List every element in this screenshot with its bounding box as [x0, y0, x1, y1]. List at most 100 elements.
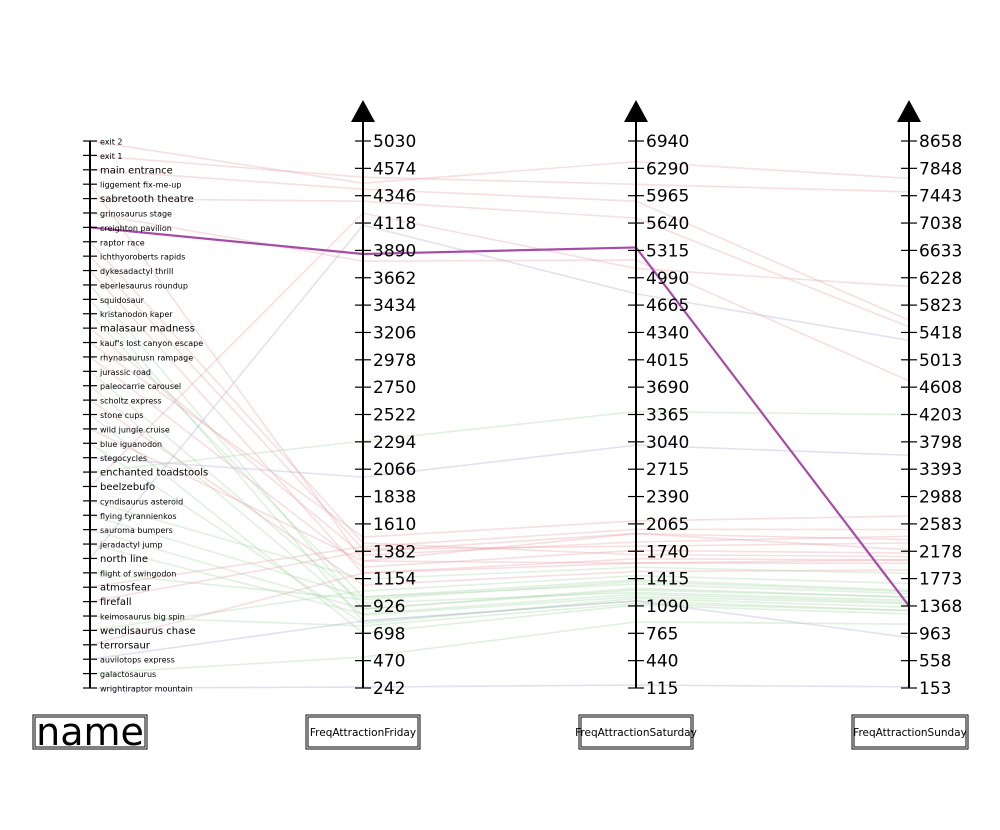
fri-tick-label: 1610 [373, 515, 416, 535]
faint-lines-group [89, 140, 910, 689]
name-tick-label: blue iguanodon [100, 440, 162, 449]
name-tick-label: scholtz express [100, 397, 162, 406]
sun-tick-label: 2178 [919, 542, 962, 562]
data-line-10 [89, 298, 910, 622]
data-line-13 [89, 341, 910, 538]
fri-tick-label: 4118 [373, 214, 416, 234]
name-tick-label: jurassic road [99, 368, 151, 377]
fri-tick-label: 1154 [373, 570, 416, 590]
data-line-1 [89, 154, 910, 193]
sun-tick-label: 5013 [919, 351, 962, 371]
sun-tick-label: 7848 [919, 159, 962, 179]
fri-axis-arrow [351, 100, 375, 122]
data-line-36 [89, 621, 910, 675]
sun-tick-label: 1773 [919, 570, 962, 590]
sat-tick-label: 4665 [646, 296, 689, 316]
name-tick-label: rhynasaurusn rampage [100, 353, 193, 362]
sat-tick-label: 2065 [646, 515, 689, 535]
name-tick-label: malasaur madness [100, 324, 195, 335]
name-tick-label: exit 1 [100, 152, 123, 161]
data-line-4 [89, 197, 910, 328]
sat-tick-label: 1740 [646, 542, 689, 562]
data-line-29 [89, 572, 910, 601]
name-tick-label: terrorsaur [100, 640, 151, 651]
sat-axis-arrow [624, 100, 648, 122]
sun-tick-label: 963 [919, 624, 951, 644]
data-line-19 [89, 428, 910, 565]
data-line-33 [89, 574, 910, 632]
name-title-box-inner [34, 716, 146, 748]
sun-title-box-inner [853, 716, 967, 748]
name-tick-label: squidosaur [100, 296, 145, 305]
fri-tick-label: 4346 [373, 187, 416, 207]
data-line-26 [89, 528, 910, 610]
data-line-16 [89, 385, 910, 616]
fri-tick-label: 3434 [373, 296, 416, 316]
sun-tick-label: 3798 [919, 433, 962, 453]
sat-tick-label: 440 [646, 652, 678, 672]
name-tick-label: beelzebufo [100, 482, 155, 493]
name-tick-label: ichthyoroberts rapids [100, 253, 185, 262]
name-tick-label: wrightiraptor mountain [100, 685, 193, 694]
sat-tick-label: 3690 [646, 378, 689, 398]
data-line-11 [89, 313, 910, 598]
fri-tick-label: 2750 [373, 378, 416, 398]
name-tick-label: creighton pavilion [100, 224, 172, 233]
data-line-23 [89, 212, 910, 488]
data-line-24 [89, 500, 910, 580]
data-line-14 [89, 356, 910, 568]
fri-tick-label: 2522 [373, 406, 416, 426]
data-line-27 [89, 543, 910, 615]
data-line-5 [89, 212, 910, 382]
data-line-3 [89, 183, 910, 562]
name-tick-label: sauroma bumpers [100, 526, 173, 535]
sat-tick-label: 2390 [646, 488, 689, 508]
name-tick-label: kristanodon kaper [100, 310, 173, 319]
data-line-22 [89, 410, 910, 473]
fri-tick-label: 4574 [373, 159, 416, 179]
sat-tick-label: 5640 [646, 214, 689, 234]
name-tick-label: stone cups [100, 411, 143, 420]
fri-tick-label: 242 [373, 679, 405, 699]
sun-tick-label: 558 [919, 652, 951, 672]
data-line-18 [89, 413, 910, 634]
fri-tick-label: 2066 [373, 460, 416, 480]
fri-tick-label: 1838 [373, 488, 416, 508]
data-line-0 [89, 140, 910, 185]
axes-group: exit 2 exit 1 main entrance liggement fix-m… [83, 100, 962, 699]
sun-tick-label: 153 [919, 679, 951, 699]
data-line-25 [89, 514, 910, 598]
name-tick-label: wild jungle cruise [100, 425, 170, 434]
name-tick-label: raptor race [100, 238, 145, 247]
name-tick-label: atmosfear [100, 583, 152, 594]
name-tick-label: flight of swingodon [100, 569, 176, 578]
axis-titles-group: name FreqAttractionFriday FreqAttractionSa… [32, 710, 969, 754]
name-tick-label: stegocycles [100, 454, 147, 463]
data-line-6 [89, 241, 910, 558]
fri-tick-label: 470 [373, 652, 405, 672]
fri-tick-label: 926 [373, 597, 405, 617]
sun-tick-label: 6228 [919, 269, 962, 289]
name-tick-label: enchanted toadstools [100, 468, 208, 479]
sun-tick-label: 5418 [919, 323, 962, 343]
sun-tick-label: 4608 [919, 378, 962, 398]
name-tick-label: grinosaurus stage [100, 209, 172, 218]
name-tick-label: liggement fix-me-up [100, 181, 181, 190]
data-line-30 [89, 528, 910, 589]
name-tick-label: auvilotops express [100, 656, 175, 665]
name-tick-label: cyndisaurus asteroid [100, 497, 183, 506]
sat-tick-label: 115 [646, 679, 678, 699]
fri-title-box-inner [307, 716, 419, 748]
data-line-12 [89, 327, 910, 556]
data-line-15 [89, 370, 910, 604]
fri-tick-label: 2978 [373, 351, 416, 371]
data-line-34 [89, 559, 910, 646]
sat-tick-label: 6940 [646, 132, 689, 152]
name-tick-label: galactosaurus [100, 670, 156, 679]
data-line-37 [89, 684, 910, 689]
sun-tick-label: 2988 [919, 488, 962, 508]
sat-tick-label: 5315 [646, 241, 689, 261]
data-line-28 [89, 224, 910, 559]
fri-axis-title: FreqAttractionFriday [310, 727, 416, 739]
sat-tick-label: 4990 [646, 269, 689, 289]
